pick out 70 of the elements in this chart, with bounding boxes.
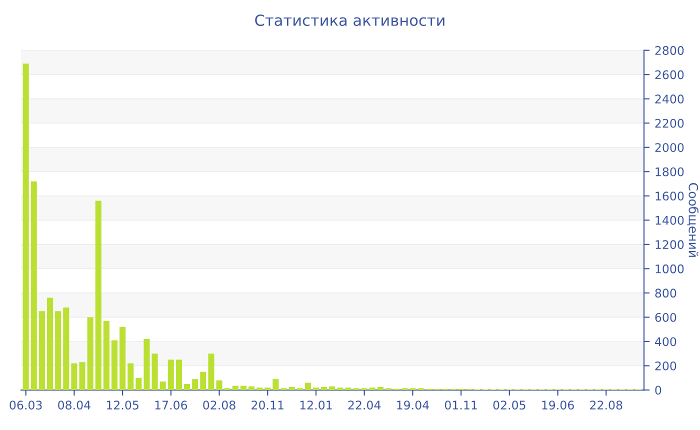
bar [240, 386, 246, 390]
bar [38, 311, 45, 390]
x-tick-label: 12.01 [300, 400, 332, 410]
y-tick-label: 1800 [656, 167, 684, 176]
x-tick-label: 02.05 [493, 400, 526, 410]
y-tick-label: 0 [655, 386, 662, 395]
bar [337, 388, 344, 390]
bar [120, 326, 126, 390]
bar [369, 388, 376, 390]
bar [208, 354, 214, 390]
bar [55, 311, 62, 390]
bar [30, 181, 37, 390]
bar [136, 378, 142, 390]
x-tick-label: 12.05 [106, 400, 138, 410]
x-tick-label: 19.04 [397, 400, 429, 410]
bar [160, 382, 166, 390]
y-tick-label: 1400 [656, 216, 684, 225]
y-tick-label: 600 [655, 312, 676, 322]
y-tick-label: 400 [654, 337, 676, 346]
y-tick-label: 800 [655, 288, 676, 298]
bar [304, 382, 311, 390]
bar [184, 384, 190, 390]
x-tick-label: 08.04 [58, 400, 90, 410]
bar [345, 388, 352, 390]
bar [168, 360, 174, 390]
bar [71, 363, 78, 390]
x-tick-label: 19.06 [542, 400, 574, 410]
y-tick-label: 1600 [656, 192, 684, 201]
y-tick-label: 2400 [655, 94, 684, 104]
bar [128, 363, 134, 390]
y-tick-label: 2200 [655, 118, 684, 128]
chart-title: Статистика активности [255, 14, 444, 26]
bar [87, 317, 94, 390]
bar [103, 320, 110, 390]
x-tick-label: 02.08 [203, 400, 236, 410]
bar [248, 386, 255, 390]
bar [200, 372, 206, 390]
bar [256, 388, 263, 390]
bar [79, 362, 86, 390]
y-tick-label: 2800 [655, 46, 684, 55]
y-axis-title: Сообщений [687, 183, 699, 257]
bar [111, 340, 118, 390]
bar [63, 308, 70, 390]
y-tick-label: 1200 [656, 240, 684, 250]
bar [321, 386, 328, 390]
bar [264, 388, 271, 390]
bar [312, 388, 319, 390]
bar [95, 200, 102, 390]
x-tick-label: 20.11 [252, 400, 284, 410]
bar [176, 360, 182, 390]
bar [377, 386, 384, 390]
bar [22, 64, 29, 390]
bar [329, 386, 336, 390]
bar [288, 386, 295, 390]
bar [46, 298, 54, 390]
y-tick-label: 200 [655, 361, 676, 370]
x-tick-label: 22.08 [590, 400, 622, 410]
y-tick-label: 2600 [655, 70, 684, 80]
y-tick-label: 1000 [656, 264, 684, 274]
x-tick-label: 01.11 [444, 400, 477, 410]
bar [152, 354, 158, 390]
y-tick-label: 2000 [655, 143, 684, 152]
x-tick-label: 22.04 [348, 400, 381, 410]
bar [272, 379, 279, 390]
bar [144, 339, 150, 390]
x-tick-label: 06.03 [10, 400, 42, 410]
x-tick-label: 17.06 [155, 400, 188, 410]
bar [216, 380, 222, 390]
bar [192, 379, 198, 390]
bar [232, 386, 238, 390]
